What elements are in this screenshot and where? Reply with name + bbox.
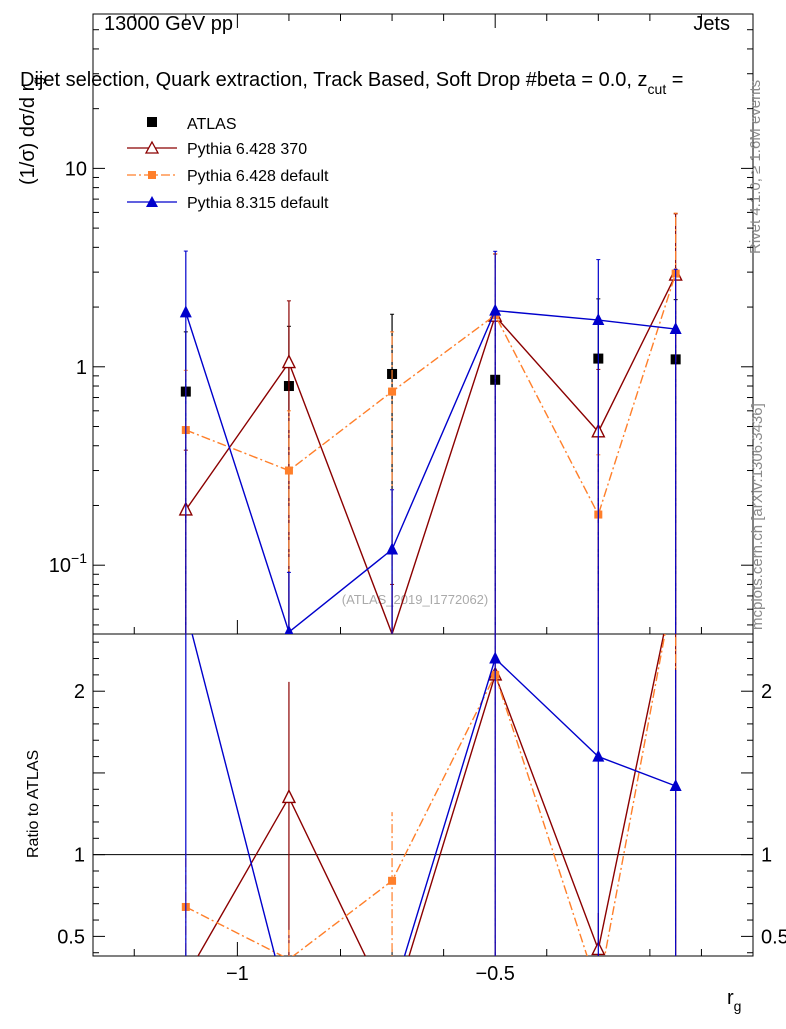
mcplots-label: mcplots.cern.ch [arXiv:1306.3436] <box>749 403 766 630</box>
series-3-point <box>592 313 605 326</box>
ratio-series-group <box>181 634 682 956</box>
main-y-tick-label: 1 <box>76 357 87 379</box>
main-series-group <box>178 212 683 634</box>
series-2-ratio-point <box>388 876 397 885</box>
series-2-point <box>388 387 397 396</box>
legend-entry-pythia6-default: Pythia 6.428 default <box>127 168 329 185</box>
series-3-point <box>489 303 502 316</box>
ratio-y-tick-label: 0.5 <box>57 926 85 948</box>
legend-pythia8-marker <box>146 196 158 207</box>
ratio-panel-frame <box>92 633 754 957</box>
main-y-axis-text: (1/σ) dσ/d r <box>17 84 39 185</box>
ratio-y-tick-label-right: 0.5 <box>761 926 786 948</box>
series-1-ratio-point <box>281 788 297 804</box>
series-3-point <box>669 322 682 335</box>
series-3-point <box>386 542 399 555</box>
series-1-ratio-line <box>197 634 665 956</box>
ratio-y-tick-label-right: 1 <box>761 845 772 867</box>
legend-entry-atlas: ATLAS <box>147 116 237 133</box>
legend-pythia6-370-marker <box>144 140 160 154</box>
ratio-y-tick-label: 2 <box>74 681 85 703</box>
ratio-y-tick-label-right: 2 <box>761 681 772 703</box>
legend-atlas-marker <box>147 117 157 127</box>
main-panel-frame <box>92 13 754 635</box>
legend-entry-pythia8: Pythia 8.315 default <box>127 195 329 212</box>
main-y-tick-label: 10−1 <box>49 550 87 577</box>
legend-pythia8-label: Pythia 8.315 default <box>187 195 329 212</box>
x-tick-label: −1 <box>226 963 249 985</box>
series-3-line <box>185 309 676 634</box>
series-2-point <box>284 466 293 475</box>
selection-end: = <box>666 69 683 91</box>
legend-entry-pythia6-370: Pythia 6.428 370 <box>127 140 307 158</box>
x-tick-label: −0.5 <box>475 963 514 985</box>
ratio-y-tick-label: 1 <box>74 845 85 867</box>
legend: ATLAS Pythia 6.428 370 Pythia 6.428 defa… <box>127 116 329 212</box>
legend-pythia6-default-label: Pythia 6.428 default <box>187 168 329 185</box>
series-2-ratio-line <box>185 634 666 956</box>
x-axis-text: r <box>727 987 734 1009</box>
main-y-tick-label: 10 <box>65 158 87 180</box>
rivet-label: Rivet 4.1.0, ≥ 1.6M events <box>747 80 764 254</box>
series-3-ratio-point <box>592 749 605 762</box>
energy-label: 13000 GeV pp <box>104 13 233 35</box>
series-3-point <box>284 625 294 634</box>
series-3-ratio-point <box>489 651 502 664</box>
series-1-line <box>185 274 677 634</box>
legend-pythia6-370-label: Pythia 6.428 370 <box>187 141 307 158</box>
selection-sub: cut <box>648 81 667 97</box>
x-axis-sub: g <box>734 998 742 1014</box>
series-3-point <box>179 305 192 318</box>
x-axis-label: rg <box>727 987 741 1014</box>
series-2-line <box>185 273 677 517</box>
category-label: Jets <box>693 13 730 35</box>
main-y-axis-label: (1/σ) dσ/d rg <box>17 77 45 185</box>
legend-atlas-label: ATLAS <box>187 116 237 133</box>
selection-title: Dijet selection, Quark extraction, Track… <box>20 69 683 97</box>
series-3-ratio-point <box>669 779 682 792</box>
ratio-y-axis-label: Ratio to ATLAS <box>25 750 42 858</box>
analysis-watermark: (ATLAS_2019_I1772062) <box>342 592 488 607</box>
main-y-axis-sub: g <box>29 77 45 85</box>
series-3-ratio-line <box>191 634 676 956</box>
series-1-point <box>281 354 297 369</box>
selection-text: Dijet selection, Quark extraction, Track… <box>20 69 548 91</box>
data-layer <box>178 212 683 956</box>
selection-tail: eta = 0.0, z <box>548 69 648 91</box>
legend-pythia6-default-marker <box>148 171 156 179</box>
